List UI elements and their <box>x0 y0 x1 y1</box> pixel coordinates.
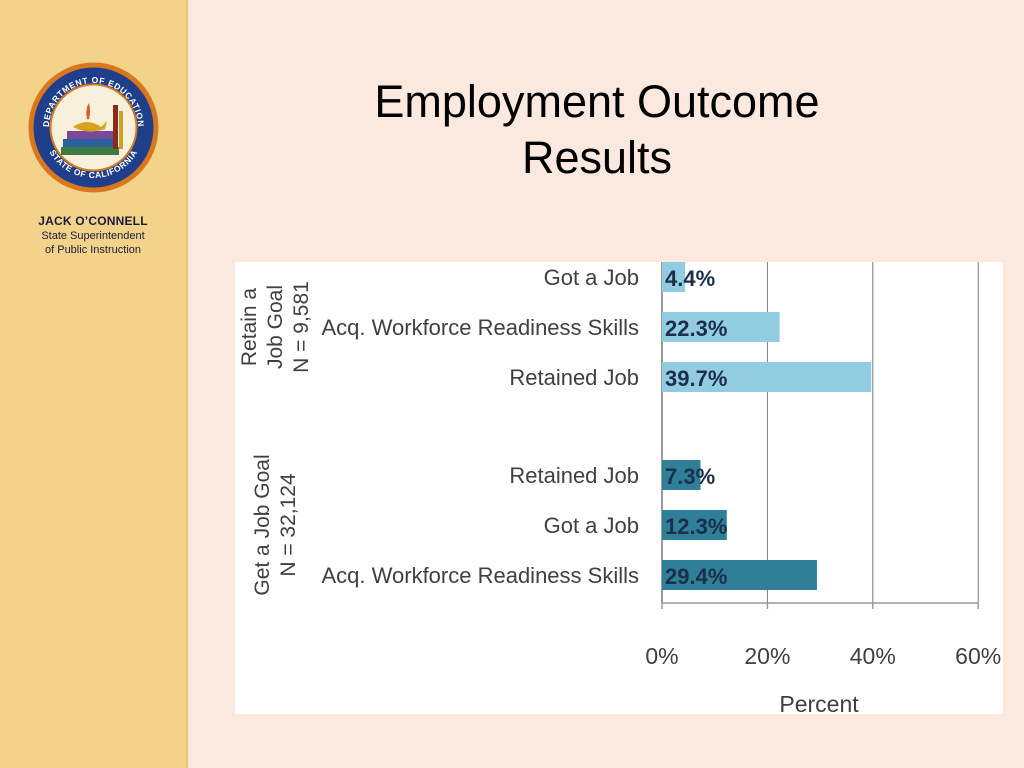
chart-panel: 0% 20% 40% 60% Percent Got a Job 4.4% Acq. Work… <box>235 262 1003 714</box>
bar-value-label: 12.3% <box>665 514 727 539</box>
slide-title: Employment Outcome Results <box>250 74 944 186</box>
category-label: Retained Job <box>509 365 639 390</box>
x-tick-label: 20% <box>744 643 790 669</box>
superintendent-title-line2: of Public Instruction <box>45 244 141 256</box>
category-label: Got a Job <box>544 513 639 538</box>
bar-1-1 <box>662 510 727 540</box>
x-tick-label: 0% <box>645 643 678 669</box>
bar-1-2 <box>662 560 817 590</box>
employment-outcome-bar-chart: 0% 20% 40% 60% Percent Got a Job 4.4% Acq. Work… <box>238 262 1001 714</box>
category-label: Acq. Workforce Readiness Skills <box>322 315 640 340</box>
bar-value-label: 4.4% <box>665 266 715 291</box>
x-axis-title: Percent <box>779 691 859 714</box>
bar-0-0 <box>662 262 686 292</box>
group-label-line: N = 32,124 <box>277 473 300 577</box>
slide-title-line1: Employment Outcome <box>374 76 820 127</box>
category-label: Retained Job <box>509 463 639 488</box>
superintendent-title-line1: State Superintendent <box>41 230 145 242</box>
bar-value-label: 7.3% <box>665 464 715 489</box>
superintendent-name: JACK O’CONNELL <box>38 214 148 228</box>
group-label-line: N = 9,581 <box>290 281 313 373</box>
bar-0-2 <box>662 362 872 392</box>
category-label: Acq. Workforce Readiness Skills <box>322 563 640 588</box>
slide-title-line2: Results <box>521 132 673 183</box>
x-tick-label: 40% <box>850 643 896 669</box>
bar-value-label: 29.4% <box>665 564 727 589</box>
bar-value-label: 22.3% <box>665 316 727 341</box>
sidebar: DEPARTMENT OF EDUCATION STATE OF CALIFOR… <box>0 0 188 768</box>
bar-0-1 <box>662 312 780 342</box>
bar-1-0 <box>662 460 701 490</box>
group-label-line: Job Goal <box>264 285 287 369</box>
group-label-line: Get a Job Goal <box>251 454 274 595</box>
category-label: Got a Job <box>544 265 639 290</box>
bar-value-label: 39.7% <box>665 366 727 391</box>
group-label-line: Retain a <box>238 288 261 367</box>
department-of-education-seal-logo: DEPARTMENT OF EDUCATION STATE OF CALIFOR… <box>28 62 159 193</box>
x-tick-label: 60% <box>955 643 1001 669</box>
